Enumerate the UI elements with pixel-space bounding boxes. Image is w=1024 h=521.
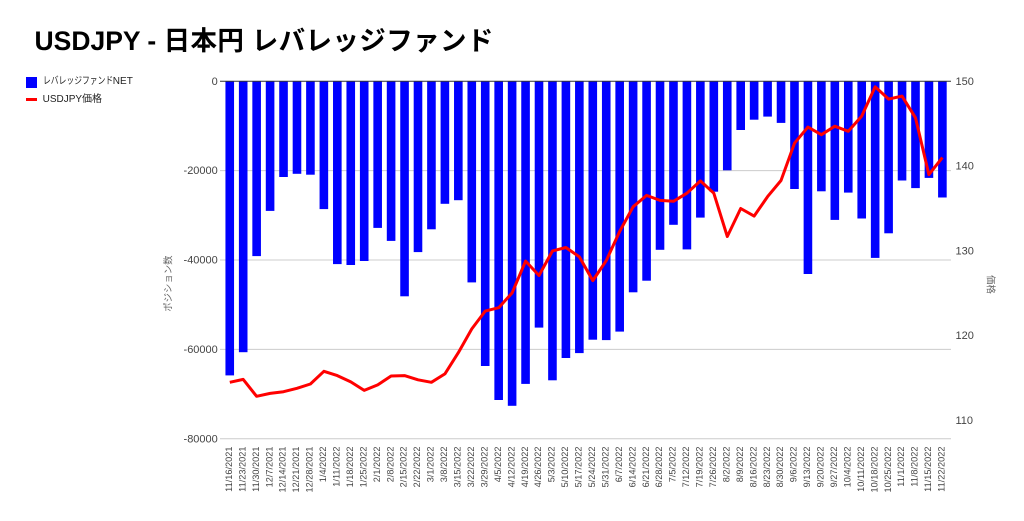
svg-text:6/14/2022: 6/14/2022 [627,447,637,488]
svg-text:7/19/2022: 7/19/2022 [695,447,705,488]
svg-text:-60000: -60000 [184,344,218,356]
svg-text:3/22/2022: 3/22/2022 [466,447,476,488]
svg-text:12/7/2021: 12/7/2021 [264,447,274,488]
svg-text:11/30/2021: 11/30/2021 [251,447,261,492]
svg-text:-80000: -80000 [184,433,218,445]
svg-text:12/21/2021: 12/21/2021 [291,447,301,493]
svg-text:8/9/2022: 8/9/2022 [735,447,745,483]
svg-text:7/12/2022: 7/12/2022 [681,447,691,488]
svg-text:9/6/2022: 9/6/2022 [789,447,799,483]
svg-text:6/28/2022: 6/28/2022 [654,447,664,488]
svg-text:8/23/2022: 8/23/2022 [762,447,772,488]
svg-text:8/2/2022: 8/2/2022 [722,447,732,483]
svg-text:10/18/2022: 10/18/2022 [869,447,879,493]
svg-text:10/25/2022: 10/25/2022 [883,447,893,493]
svg-text:120: 120 [956,330,974,342]
svg-text:5/3/2022: 5/3/2022 [547,447,557,483]
svg-text:0: 0 [212,76,218,88]
svg-text:2/8/2022: 2/8/2022 [385,447,395,483]
svg-text:5/31/2022: 5/31/2022 [600,447,610,488]
svg-text:3/1/2022: 3/1/2022 [426,447,436,483]
svg-text:4/19/2022: 4/19/2022 [520,447,530,488]
svg-text:11/23/2021: 11/23/2021 [237,447,247,492]
svg-text:150: 150 [956,76,974,88]
svg-text:4/12/2022: 4/12/2022 [506,447,516,488]
svg-text:6/7/2022: 6/7/2022 [614,447,624,483]
svg-text:12/28/2021: 12/28/2021 [305,447,315,493]
svg-text:11/22/2022: 11/22/2022 [937,447,947,492]
svg-text:3/15/2022: 3/15/2022 [453,447,463,488]
svg-text:7/26/2022: 7/26/2022 [708,447,718,488]
svg-text:9/20/2022: 9/20/2022 [816,447,826,488]
svg-text:3/8/2022: 3/8/2022 [439,447,449,483]
svg-text:11/16/2021: 11/16/2021 [224,447,234,492]
svg-text:10/4/2022: 10/4/2022 [843,447,853,488]
svg-text:2/15/2022: 2/15/2022 [399,447,409,488]
svg-text:8/30/2022: 8/30/2022 [775,447,785,488]
svg-text:11/1/2022: 11/1/2022 [896,447,906,487]
svg-text:2/1/2022: 2/1/2022 [372,447,382,483]
svg-text:7/5/2022: 7/5/2022 [668,447,678,483]
svg-text:140: 140 [956,161,974,173]
svg-text:5/24/2022: 5/24/2022 [587,447,597,488]
svg-text:9/27/2022: 9/27/2022 [829,447,839,488]
svg-text:-40000: -40000 [184,255,218,267]
svg-text:1/25/2022: 1/25/2022 [358,447,368,488]
svg-text:9/13/2022: 9/13/2022 [802,447,812,488]
svg-text:6/21/2022: 6/21/2022 [641,447,651,488]
svg-text:3/29/2022: 3/29/2022 [479,447,489,488]
svg-text:8/16/2022: 8/16/2022 [748,447,758,488]
svg-text:130: 130 [956,245,974,257]
svg-text:1/4/2022: 1/4/2022 [318,447,328,483]
svg-text:12/14/2021: 12/14/2021 [278,447,288,493]
svg-text:2/22/2022: 2/22/2022 [412,447,422,488]
svg-text:1/11/2022: 1/11/2022 [332,447,342,487]
svg-text:5/17/2022: 5/17/2022 [574,447,584,488]
svg-text:ポジション数: ポジション数 [163,255,174,312]
svg-text:10/11/2022: 10/11/2022 [856,447,866,492]
svg-text:4/5/2022: 4/5/2022 [493,447,503,483]
svg-text:4/26/2022: 4/26/2022 [533,447,543,488]
svg-text:1/18/2022: 1/18/2022 [345,447,355,488]
svg-text:5/10/2022: 5/10/2022 [560,447,570,488]
svg-text:-20000: -20000 [184,165,218,177]
svg-text:110: 110 [956,415,974,427]
svg-text:11/15/2022: 11/15/2022 [923,447,933,492]
svg-text:11/8/2022: 11/8/2022 [910,447,920,487]
svg-text:価格: 価格 [986,275,997,294]
